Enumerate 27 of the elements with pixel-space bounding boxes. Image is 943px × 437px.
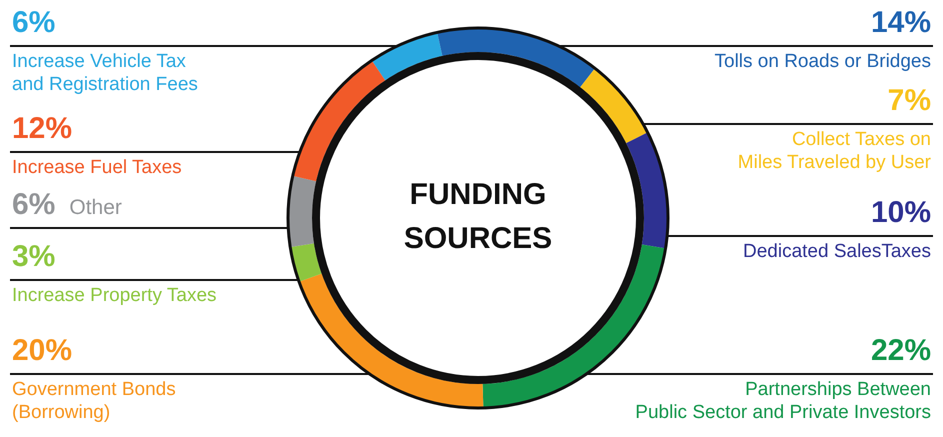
slice-label: Increase Vehicle Tax and Registration Fees xyxy=(12,50,199,96)
slice-label: Dedicated SalesTaxes xyxy=(742,240,931,263)
data-label: 6% xyxy=(12,6,56,39)
donut-slice xyxy=(290,243,322,282)
slice-label: Increase Property Taxes xyxy=(12,284,218,307)
data-label: 14% xyxy=(870,6,931,39)
data-label: 3% xyxy=(12,240,56,273)
donut-slice xyxy=(626,132,668,248)
data-label: 20% xyxy=(12,334,72,367)
donut-slice xyxy=(437,28,595,88)
data-label: 6% xyxy=(12,188,56,221)
data-label: 12% xyxy=(12,112,72,145)
slice-label: Tolls on Roads or Bridges xyxy=(714,50,931,73)
slice-label: Collect Taxes on Miles Traveled by User xyxy=(736,128,931,174)
slice-label: Increase Fuel Taxes xyxy=(12,156,183,179)
slice-label: Partnerships Between Public Sector and Private Investors xyxy=(634,378,931,424)
data-label: 7% xyxy=(888,84,931,117)
donut-slice xyxy=(580,68,648,144)
donut-slice xyxy=(299,274,484,408)
slice-label: Other xyxy=(69,196,122,219)
donut-slice xyxy=(292,60,386,182)
slice-label: Government Bonds (Borrowing) xyxy=(12,378,177,424)
donut-slice xyxy=(372,32,442,80)
data-label: 10% xyxy=(870,196,931,229)
data-label: 22% xyxy=(870,334,931,367)
text: FUNDING SOURCES xyxy=(402,177,554,257)
donut-slice xyxy=(288,176,316,248)
